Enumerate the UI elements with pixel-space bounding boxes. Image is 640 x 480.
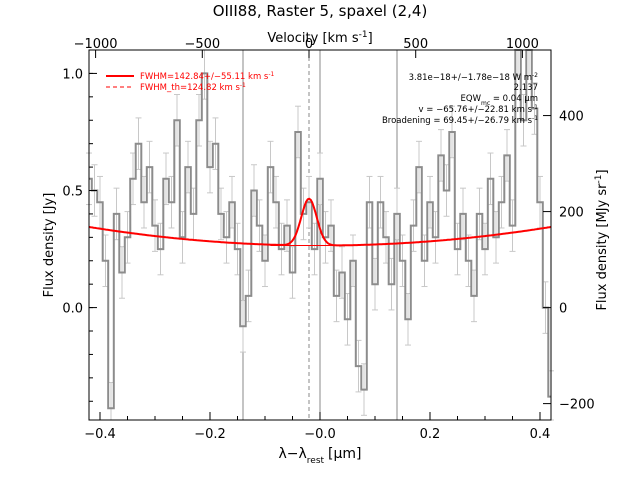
annotation-velocity: v = −65.76+/−22.81 km s-1 bbox=[419, 104, 539, 116]
fit-annotations: 3.81e−18+/−1.78e−18 W m-2 2.137 EQWmc = … bbox=[382, 72, 538, 127]
top-tick-label: −1000 bbox=[74, 37, 118, 52]
x-tick-label: 0.2 bbox=[420, 427, 441, 442]
legend-label-fwhm: FWHM=142.84+/−55.11 km s-1 bbox=[140, 71, 275, 83]
legend-label-fwhm-th: FWHM_th=124.82 km s-1 bbox=[140, 82, 246, 94]
top-tick-label: 500 bbox=[403, 37, 428, 52]
right-tick-label: 200 bbox=[559, 206, 584, 221]
chart-title: OIII88, Raster 5, spaxel (2,4) bbox=[213, 2, 428, 20]
annotation-value: 2.137 bbox=[514, 83, 538, 93]
x-tick-label: 0.4 bbox=[530, 427, 551, 442]
y-tick-label: 0.5 bbox=[62, 185, 83, 200]
top-tick-label: 0 bbox=[305, 37, 313, 52]
annotation-flux: 3.81e−18+/−1.78e−18 W m-2 bbox=[409, 72, 539, 84]
data-step-line bbox=[89, 49, 551, 410]
right-axis-label: Flux density [MJy sr-1] bbox=[594, 169, 610, 310]
x-tick-label: −0.2 bbox=[194, 427, 226, 442]
y-tick-label: 1.0 bbox=[62, 67, 83, 82]
top-axis-label: Velocity [km s-1] bbox=[267, 30, 372, 46]
right-tick-label: −200 bbox=[559, 398, 595, 413]
y-axis-label: Flux density [Jy] bbox=[42, 193, 57, 298]
right-tick-label: 400 bbox=[559, 110, 584, 125]
x-tick-label: −0.4 bbox=[84, 427, 116, 442]
annotation-broadening: Broadening = 69.45+/−26.79 km s-1 bbox=[382, 115, 538, 127]
fit-curve bbox=[88, 197, 552, 247]
top-tick-label: −500 bbox=[184, 37, 220, 52]
x-tick-label: −0.0 bbox=[304, 427, 336, 442]
right-tick-label: 0 bbox=[559, 302, 567, 317]
y-tick-label: 0.0 bbox=[62, 302, 83, 317]
x-axis-label: λ−λrest [μm] bbox=[278, 446, 361, 466]
legend: FWHM=142.84+/−55.11 km s-1 FWHM_th=124.8… bbox=[106, 71, 275, 94]
annotation-eqw: EQWmc = 0.04 μm bbox=[461, 94, 538, 107]
top-tick-label: 1000 bbox=[506, 37, 539, 52]
